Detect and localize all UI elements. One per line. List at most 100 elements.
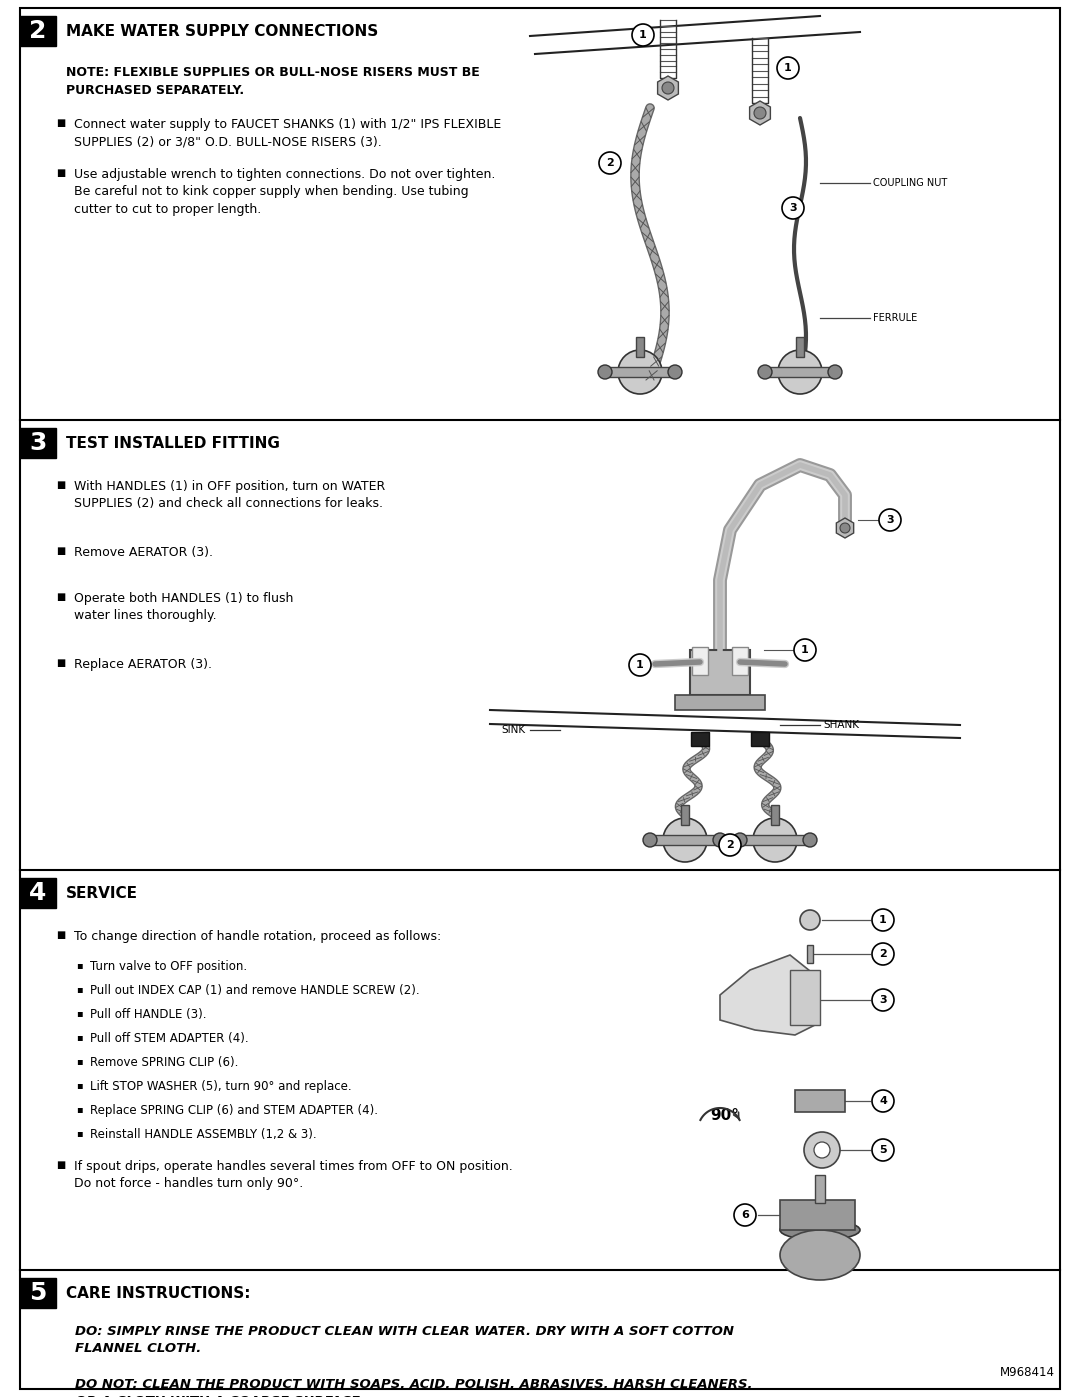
Bar	[605, 367, 675, 377]
Bar	[21, 1278, 56, 1308]
Bar	[636, 337, 644, 358]
Text: 5: 5	[29, 1281, 46, 1305]
Circle shape	[662, 82, 674, 94]
Circle shape	[814, 1141, 831, 1158]
Circle shape	[872, 1139, 894, 1161]
Text: TEST INSTALLED FITTING: TEST INSTALLED FITTING	[66, 436, 280, 450]
Bar	[795, 1090, 845, 1112]
Polygon shape	[836, 518, 853, 538]
Bar	[681, 805, 689, 826]
Circle shape	[879, 509, 901, 531]
Circle shape	[663, 819, 707, 862]
Polygon shape	[658, 75, 678, 101]
Text: Operate both HANDLES (1) to flush
water lines thoroughly.: Operate both HANDLES (1) to flush water …	[75, 592, 294, 623]
Circle shape	[598, 365, 612, 379]
Text: 1: 1	[784, 63, 792, 73]
Bar	[21, 877, 56, 908]
Circle shape	[669, 365, 681, 379]
Circle shape	[840, 522, 850, 534]
Circle shape	[804, 1132, 840, 1168]
Bar	[765, 367, 835, 377]
Text: ▪: ▪	[76, 1080, 83, 1090]
Text: CARE INSTRUCTIONS:: CARE INSTRUCTIONS:	[66, 1285, 251, 1301]
Text: Remove AERATOR (3).: Remove AERATOR (3).	[75, 546, 213, 559]
Text: If spout drips, operate handles several times from OFF to ON position.
Do not fo: If spout drips, operate handles several …	[75, 1160, 513, 1190]
Text: NOTE: FLEXIBLE SUPPLIES OR BULL-NOSE RISERS MUST BE
PURCHASED SEPARATELY.: NOTE: FLEXIBLE SUPPLIES OR BULL-NOSE RIS…	[66, 66, 480, 96]
Text: 3: 3	[887, 515, 894, 525]
Text: COUPLING NUT: COUPLING NUT	[873, 177, 947, 189]
Text: Reinstall HANDLE ASSEMBLY (1,2 & 3).: Reinstall HANDLE ASSEMBLY (1,2 & 3).	[90, 1127, 316, 1141]
Bar	[21, 15, 56, 46]
Text: 2: 2	[726, 840, 734, 849]
Text: ▪: ▪	[76, 1032, 83, 1042]
Text: Replace AERATOR (3).: Replace AERATOR (3).	[75, 658, 212, 671]
Ellipse shape	[780, 1220, 860, 1241]
Bar	[732, 647, 748, 675]
Text: ▪: ▪	[76, 983, 83, 995]
Text: ■: ■	[56, 546, 65, 556]
Text: ■: ■	[56, 117, 65, 129]
Polygon shape	[720, 956, 820, 1035]
Circle shape	[758, 365, 772, 379]
Text: 3: 3	[879, 995, 887, 1004]
Text: 1: 1	[636, 659, 644, 671]
Bar	[691, 732, 708, 746]
Bar	[789, 970, 820, 1025]
Text: Remove SPRING CLIP (6).: Remove SPRING CLIP (6).	[90, 1056, 239, 1069]
Bar	[740, 835, 810, 845]
Text: 5: 5	[879, 1146, 887, 1155]
Circle shape	[719, 834, 741, 856]
Circle shape	[643, 833, 657, 847]
Bar	[771, 805, 779, 826]
Circle shape	[800, 909, 820, 930]
Text: 3: 3	[789, 203, 797, 212]
Text: ▪: ▪	[76, 1127, 83, 1139]
Circle shape	[734, 1204, 756, 1227]
Text: ▪: ▪	[76, 1104, 83, 1113]
Bar	[807, 944, 813, 963]
Text: SERVICE: SERVICE	[66, 886, 138, 901]
Circle shape	[599, 152, 621, 175]
Text: ▪: ▪	[76, 1056, 83, 1066]
Text: 2: 2	[606, 158, 613, 168]
Circle shape	[872, 1090, 894, 1112]
Text: 1: 1	[879, 915, 887, 925]
Text: SINK: SINK	[501, 725, 525, 735]
Text: ▪: ▪	[76, 960, 83, 970]
Text: Turn valve to OFF position.: Turn valve to OFF position.	[90, 960, 247, 972]
Text: 3: 3	[29, 432, 46, 455]
Bar	[796, 337, 804, 358]
Ellipse shape	[780, 1229, 860, 1280]
Text: DO: SIMPLY RINSE THE PRODUCT CLEAN WITH CLEAR WATER. DRY WITH A SOFT COTTON
FLAN: DO: SIMPLY RINSE THE PRODUCT CLEAN WITH …	[75, 1324, 734, 1355]
Bar	[21, 427, 56, 458]
Text: 6: 6	[741, 1210, 748, 1220]
Circle shape	[872, 909, 894, 930]
Circle shape	[713, 833, 727, 847]
Bar	[815, 1175, 825, 1203]
Bar	[650, 835, 720, 845]
Circle shape	[872, 943, 894, 965]
Text: Pull off HANDLE (3).: Pull off HANDLE (3).	[90, 1009, 206, 1021]
Text: ■: ■	[56, 930, 65, 940]
Circle shape	[632, 24, 654, 46]
Text: 4: 4	[879, 1097, 887, 1106]
Text: ■: ■	[56, 658, 65, 668]
Circle shape	[777, 57, 799, 80]
Circle shape	[872, 989, 894, 1011]
Text: Pull off STEM ADAPTER (4).: Pull off STEM ADAPTER (4).	[90, 1032, 248, 1045]
Text: Connect water supply to FAUCET SHANKS (1) with 1/2" IPS FLEXIBLE
SUPPLIES (2) or: Connect water supply to FAUCET SHANKS (1…	[75, 117, 501, 148]
Text: SHANK: SHANK	[823, 719, 859, 731]
Circle shape	[618, 351, 662, 394]
Bar	[780, 1200, 855, 1229]
Circle shape	[629, 654, 651, 676]
Text: 1: 1	[639, 29, 647, 41]
Text: ■: ■	[56, 168, 65, 177]
Text: MAKE WATER SUPPLY CONNECTIONS: MAKE WATER SUPPLY CONNECTIONS	[66, 24, 378, 39]
Circle shape	[733, 833, 747, 847]
Text: 2: 2	[879, 949, 887, 958]
Text: Replace SPRING CLIP (6) and STEM ADAPTER (4).: Replace SPRING CLIP (6) and STEM ADAPTER…	[90, 1104, 378, 1118]
Circle shape	[778, 351, 822, 394]
Text: FERRULE: FERRULE	[873, 313, 917, 323]
Bar	[675, 694, 765, 710]
Text: 4: 4	[29, 882, 46, 905]
